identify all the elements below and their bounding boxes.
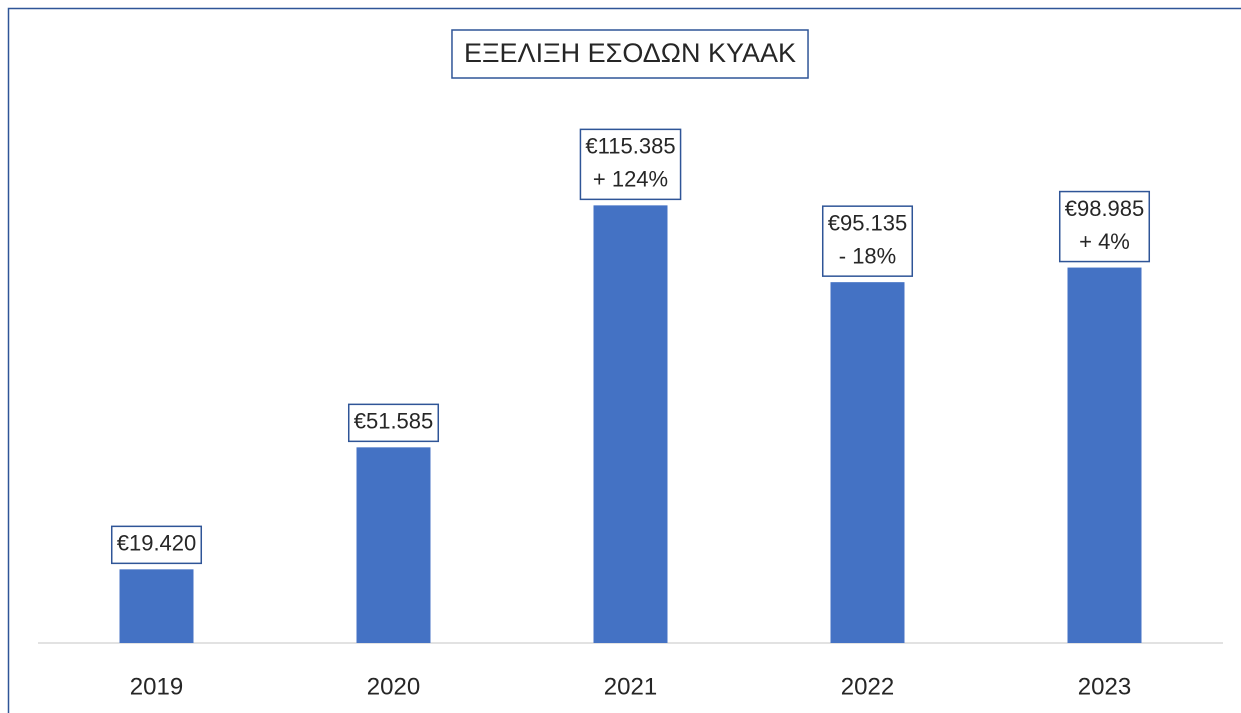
data-label-box: [347, 403, 440, 443]
bar: [593, 205, 668, 643]
x-tick-label: 2019: [130, 673, 183, 700]
data-label: €19.420: [117, 531, 197, 556]
annotation: + 4%: [1079, 229, 1130, 254]
x-tick-label: 2023: [1078, 673, 1131, 700]
data-label-box: [579, 128, 682, 201]
bar: [1067, 267, 1142, 643]
x-tick-label: 2021: [604, 673, 657, 700]
data-label-box: [1058, 190, 1151, 263]
annotation: + 124%: [593, 167, 668, 192]
data-label: €98.985: [1065, 196, 1145, 221]
title-box: [451, 29, 809, 79]
x-tick-label: 2020: [367, 673, 420, 700]
data-label-box: [821, 205, 914, 277]
bar: [356, 447, 431, 643]
data-label-box: [110, 525, 203, 565]
chart-title: ΕΞΕΛΙΞΗ ΕΣΟΔΩΝ ΚΥΑΑΚ: [464, 38, 796, 68]
data-label: €51.585: [354, 409, 434, 434]
bar: [830, 282, 905, 643]
annotation: - 18%: [839, 243, 896, 268]
data-label: €95.135: [828, 210, 908, 235]
data-label: €115.385: [585, 134, 675, 159]
bar: [119, 569, 194, 643]
x-tick-label: 2022: [841, 673, 894, 700]
